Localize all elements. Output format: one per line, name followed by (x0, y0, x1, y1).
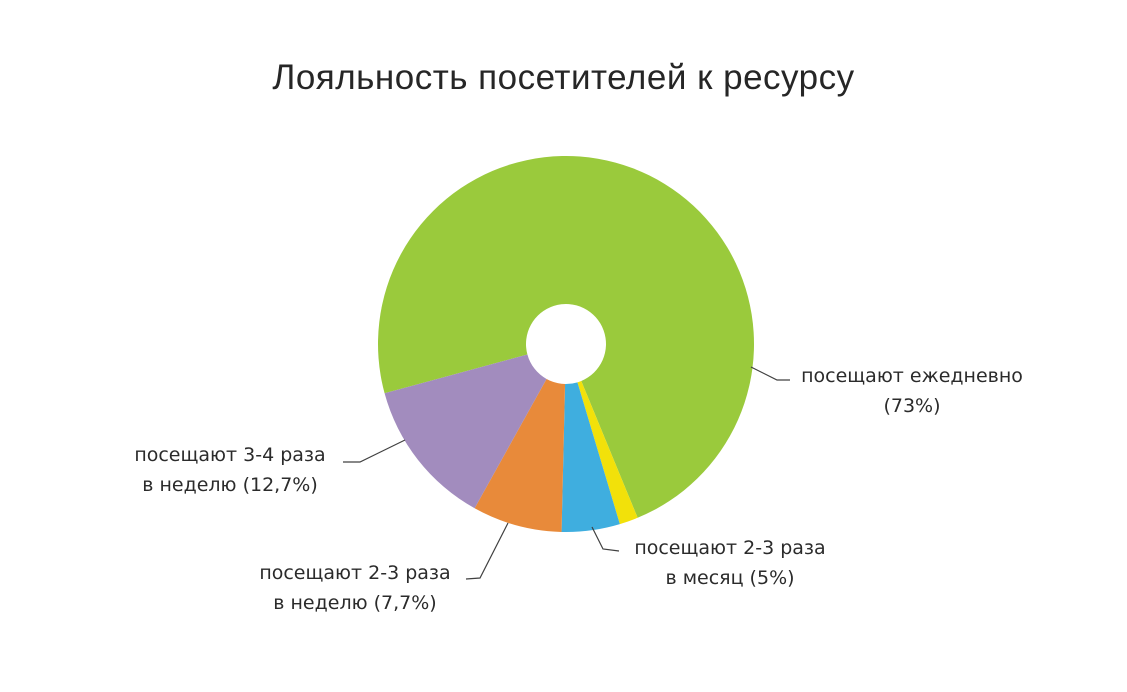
pie-slice-weekly-2-3 (474, 378, 566, 532)
label-weekly-2-3-line1: посещают 2-3 раза (259, 562, 451, 584)
label-weekly-3-4-line2: в неделю (12,7%) (142, 474, 318, 496)
donut-slices (378, 155, 755, 533)
pie-slice-daily (378, 155, 755, 518)
label-monthly-2-3: посещают 2-3 раза в месяц (5%) (613, 533, 847, 593)
label-monthly-2-3-line2: в месяц (5%) (665, 567, 795, 589)
leader-line-daily (750, 366, 790, 381)
label-daily: посещают ежедневно (73%) (791, 361, 1033, 421)
leader-line-weekly-3-4 (343, 439, 406, 463)
pie-slice-monthly-2-3 (561, 382, 620, 533)
label-weekly-2-3: посещают 2-3 раза в неделю (7,7%) (238, 558, 472, 618)
pie-slice-weekly-3-4 (384, 354, 547, 509)
leader-lines (343, 366, 790, 580)
leader-line-weekly-2-3 (465, 522, 509, 580)
label-weekly-2-3-line2: в неделю (7,7%) (273, 592, 437, 614)
label-monthly-2-3-line1: посещают 2-3 раза (634, 537, 826, 559)
leader-line-monthly-2-3 (591, 526, 620, 552)
label-weekly-3-4-line1: посещают 3-4 раза (134, 444, 326, 466)
label-weekly-3-4: посещают 3-4 раза в неделю (12,7%) (113, 440, 347, 500)
pie-slice-other (577, 380, 638, 525)
label-daily-line2: (73%) (883, 395, 941, 417)
chart-title: Лояльность посетителей к ресурсу (272, 58, 855, 97)
label-daily-line1: посещают ежедневно (801, 365, 1023, 387)
